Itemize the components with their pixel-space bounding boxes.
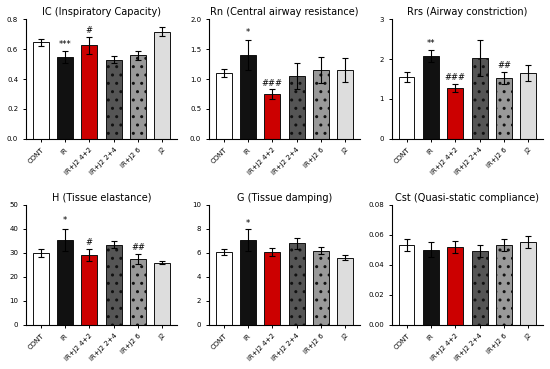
Bar <box>106 245 122 325</box>
Title: H (Tissue elastance): H (Tissue elastance) <box>52 193 151 203</box>
Bar <box>265 94 280 139</box>
Text: ##: ## <box>131 243 145 252</box>
Bar <box>399 77 415 139</box>
Bar <box>289 76 305 139</box>
Text: *: * <box>246 219 250 228</box>
Bar <box>57 57 73 139</box>
Bar <box>32 42 48 139</box>
Bar <box>496 78 512 139</box>
Text: ###: ### <box>445 73 466 82</box>
Bar <box>289 243 305 325</box>
Bar <box>472 251 487 325</box>
Text: #: # <box>86 26 93 35</box>
Bar <box>265 252 280 325</box>
Bar <box>337 258 353 325</box>
Title: IC (Inspiratory Capacity): IC (Inspiratory Capacity) <box>42 7 161 17</box>
Bar <box>447 247 463 325</box>
Text: *: * <box>63 216 67 225</box>
Bar <box>520 73 536 139</box>
Bar <box>423 250 439 325</box>
Bar <box>447 88 463 139</box>
Bar <box>240 240 256 325</box>
Bar <box>130 55 146 139</box>
Bar <box>399 245 415 325</box>
Bar <box>32 253 48 325</box>
Text: ###: ### <box>262 79 283 88</box>
Text: #: # <box>86 238 93 247</box>
Bar <box>81 45 97 139</box>
Bar <box>496 245 512 325</box>
Title: Cst (Quasi-static compliance): Cst (Quasi-static compliance) <box>395 193 540 203</box>
Bar <box>57 240 73 325</box>
Bar <box>240 55 256 139</box>
Bar <box>472 58 487 139</box>
Bar <box>155 262 170 325</box>
Bar <box>423 56 439 139</box>
Bar <box>130 259 146 325</box>
Bar <box>106 59 122 139</box>
Title: G (Tissue damping): G (Tissue damping) <box>237 193 332 203</box>
Bar <box>216 252 232 325</box>
Bar <box>520 242 536 325</box>
Text: ***: *** <box>59 40 72 49</box>
Text: *: * <box>246 28 250 37</box>
Title: Rrs (Airway constriction): Rrs (Airway constriction) <box>407 7 527 17</box>
Text: ##: ## <box>497 61 511 70</box>
Bar <box>216 73 232 139</box>
Bar <box>337 70 353 139</box>
Bar <box>313 251 329 325</box>
Text: **: ** <box>427 39 435 48</box>
Bar <box>313 70 329 139</box>
Bar <box>81 255 97 325</box>
Bar <box>155 32 170 139</box>
Title: Rn (Central airway resistance): Rn (Central airway resistance) <box>210 7 359 17</box>
